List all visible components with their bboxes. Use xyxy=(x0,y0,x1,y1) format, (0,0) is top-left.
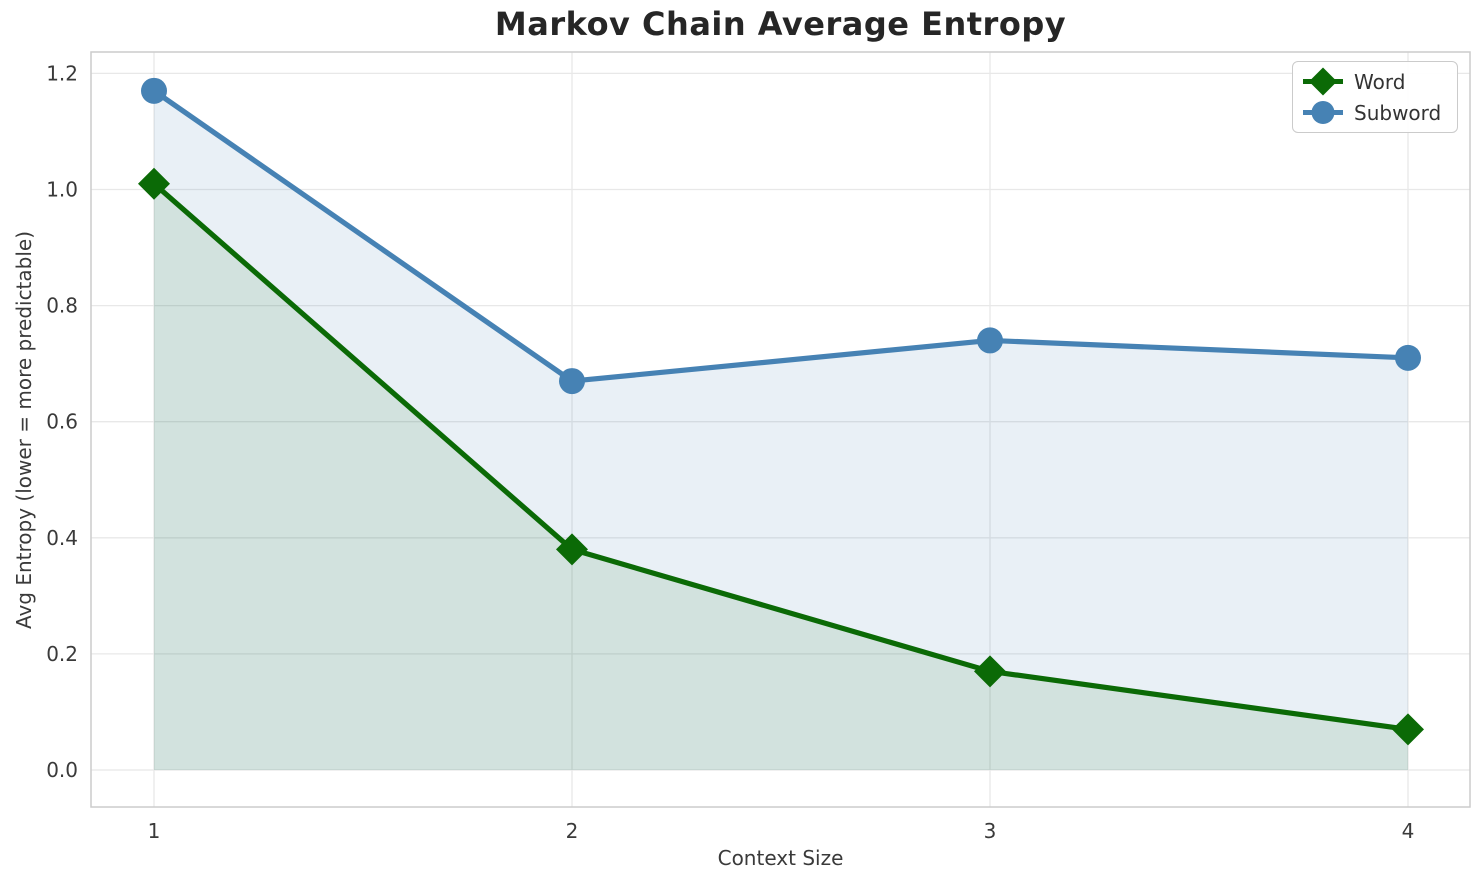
legend-label-word: Word xyxy=(1354,69,1406,94)
subword-data-point xyxy=(1395,344,1421,371)
gridlines xyxy=(91,52,1470,807)
tick-labels: 1 2 3 4 0.0 0.2 0.4 0.6 0.8 1.0 1.2 xyxy=(46,61,1414,843)
fill-areas xyxy=(154,90,1408,770)
svg-text:2: 2 xyxy=(566,819,579,843)
word-series xyxy=(138,167,1424,746)
svg-text:0.0: 0.0 xyxy=(46,758,78,782)
svg-text:1: 1 xyxy=(148,819,161,843)
subword-circle-marker-icon xyxy=(1303,101,1343,124)
subword-series xyxy=(141,77,1421,395)
word-data-point xyxy=(138,167,170,200)
word-data-point xyxy=(974,655,1006,688)
svg-text:3: 3 xyxy=(984,819,997,843)
legend-item-word: Word xyxy=(1301,66,1441,97)
svg-text:0.4: 0.4 xyxy=(46,526,78,550)
legend-item-subword: Subword xyxy=(1301,97,1441,128)
svg-text:0.2: 0.2 xyxy=(46,642,78,666)
subword-data-point xyxy=(559,368,585,395)
subword-data-point xyxy=(977,327,1003,354)
word-diamond-marker-icon xyxy=(1303,67,1343,96)
svg-text:0.8: 0.8 xyxy=(46,294,78,318)
svg-text:1.0: 1.0 xyxy=(46,178,78,202)
legend-label-subword: Subword xyxy=(1354,100,1442,125)
chart-title: Markov Chain Average Entropy xyxy=(494,5,1067,43)
x-axis-label: Context Size xyxy=(717,846,844,870)
subword-data-point xyxy=(141,77,167,104)
svg-text:1.2: 1.2 xyxy=(46,61,78,85)
svg-text:4: 4 xyxy=(1402,819,1415,843)
svg-text:0.6: 0.6 xyxy=(46,410,78,434)
word-data-point xyxy=(1392,713,1424,746)
legend: Word Subword xyxy=(1292,61,1459,133)
plot-border xyxy=(90,51,1471,808)
y-axis-label: Avg Entropy (lower = more predictable) xyxy=(12,230,36,630)
word-data-point xyxy=(556,533,588,566)
